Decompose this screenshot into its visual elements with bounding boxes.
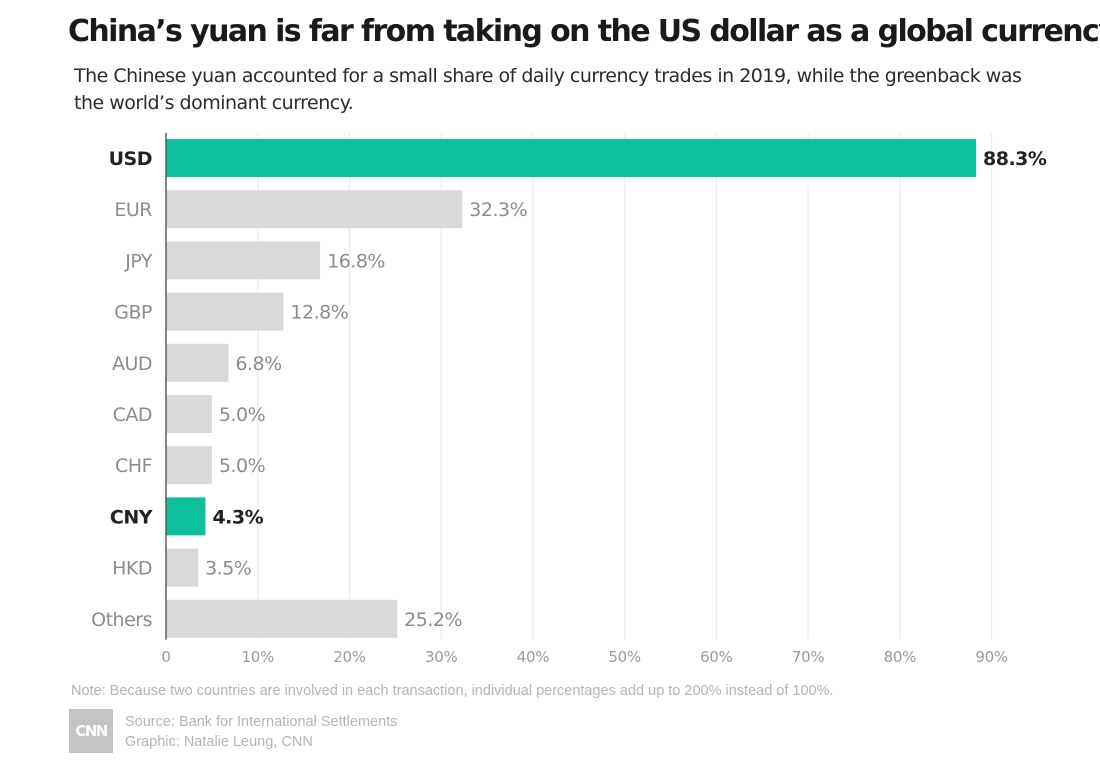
source-credit: Source: Bank for International Settlemen… [125, 714, 398, 730]
value-label: 5.0% [219, 404, 265, 426]
value-label: 3.5% [205, 558, 251, 580]
value-label: 6.8% [235, 353, 281, 375]
value-label: 88.3% [983, 148, 1047, 170]
bar-cny [166, 497, 206, 536]
bar-cad [166, 395, 212, 433]
bar-chart: USD EUR JPY GBP AUD CAD CHF CNY HKD Others 88.3% 3… [91, 133, 1047, 666]
cnn-logo-icon: CNN [69, 709, 113, 753]
x-tick-label: 0 [161, 648, 170, 666]
bars [166, 139, 976, 638]
footnote: Note: Because two countries are involved… [71, 683, 834, 699]
category-label: CHF [115, 455, 152, 477]
value-label: 16.8% [327, 250, 385, 272]
bar-usd [166, 139, 976, 177]
x-axis-ticks: 0 10% 20% 30% 40% 50% 60% 70% 80% 90% [161, 648, 1008, 666]
x-tick-label: 70% [792, 648, 824, 666]
category-label: GBP [114, 302, 152, 324]
credits: Source: Bank for International Settlemen… [125, 712, 397, 752]
graphic-credit: Graphic: Natalie Leung, CNN [125, 734, 313, 750]
x-tick-label: 40% [517, 648, 549, 666]
category-label: Others [91, 609, 152, 631]
bar-eur [166, 190, 463, 229]
value-label: 4.3% [212, 506, 263, 528]
bar-hkd [166, 548, 199, 587]
value-label: 12.8% [290, 302, 348, 324]
category-labels: USD EUR JPY GBP AUD CAD CHF CNY HKD Others [91, 148, 153, 631]
x-tick-label: 50% [608, 648, 640, 666]
x-tick-label: 60% [700, 648, 732, 666]
x-tick-label: 30% [425, 648, 457, 666]
value-label: 32.3% [469, 199, 527, 221]
x-tick-label: 20% [333, 648, 365, 666]
bar-aud [166, 343, 229, 382]
chart-subtitle: The Chinese yuan accounted for a small s… [74, 65, 1022, 114]
x-tick-label: 80% [884, 648, 916, 666]
chart-title: China’s yuan is far from taking on the U… [68, 14, 1100, 49]
category-label: JPY [124, 250, 153, 272]
bar-jpy [166, 241, 321, 280]
category-label: CAD [113, 404, 152, 426]
value-label: 25.2% [404, 609, 462, 631]
category-label: CNY [110, 506, 153, 528]
category-label: AUD [112, 353, 152, 375]
x-tick-label: 90% [975, 648, 1007, 666]
x-tick-label: 10% [242, 648, 274, 666]
value-label: 5.0% [219, 455, 265, 477]
value-labels: 88.3% 32.3% 16.8% 12.8% 6.8% 5.0% 5.0% 4.3% 3.5%… [205, 148, 1047, 631]
category-label: EUR [114, 199, 152, 221]
category-label: HKD [112, 558, 152, 580]
bar-gbp [166, 292, 284, 331]
category-label: USD [109, 148, 152, 170]
bar-chf [166, 446, 212, 485]
bar-others [166, 599, 398, 638]
